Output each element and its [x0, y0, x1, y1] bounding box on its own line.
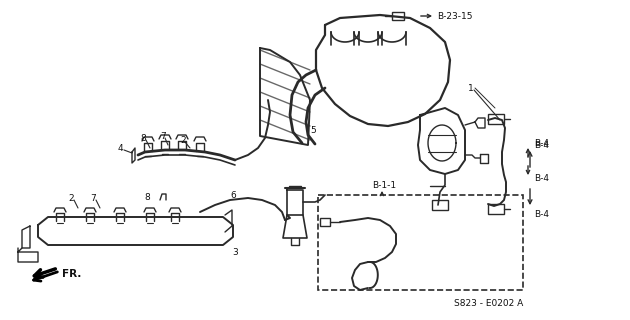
Text: B-4: B-4: [534, 210, 549, 219]
Text: 1: 1: [468, 84, 474, 92]
Text: B-1-1: B-1-1: [372, 181, 396, 190]
Text: S823 - E0202 A: S823 - E0202 A: [454, 300, 524, 308]
Bar: [432, 200, 448, 210]
Text: 7: 7: [160, 132, 166, 140]
Text: 8: 8: [140, 133, 146, 142]
Bar: [488, 114, 504, 124]
Text: 3: 3: [232, 247, 238, 257]
Text: 4: 4: [118, 143, 123, 153]
Bar: [392, 12, 404, 20]
Text: B-4: B-4: [534, 140, 549, 149]
Text: 5: 5: [310, 125, 316, 134]
Text: B-4: B-4: [534, 173, 549, 182]
Text: 2: 2: [180, 135, 186, 145]
Text: B-23-15: B-23-15: [437, 12, 472, 20]
Text: 6: 6: [230, 190, 236, 199]
Bar: [488, 204, 504, 214]
Text: 7: 7: [90, 194, 96, 203]
Text: B-4: B-4: [534, 139, 549, 148]
Bar: [320, 218, 330, 226]
Text: FR.: FR.: [62, 269, 81, 279]
Text: 8: 8: [144, 193, 150, 202]
Text: 2: 2: [68, 194, 74, 203]
Bar: [318, 195, 523, 290]
